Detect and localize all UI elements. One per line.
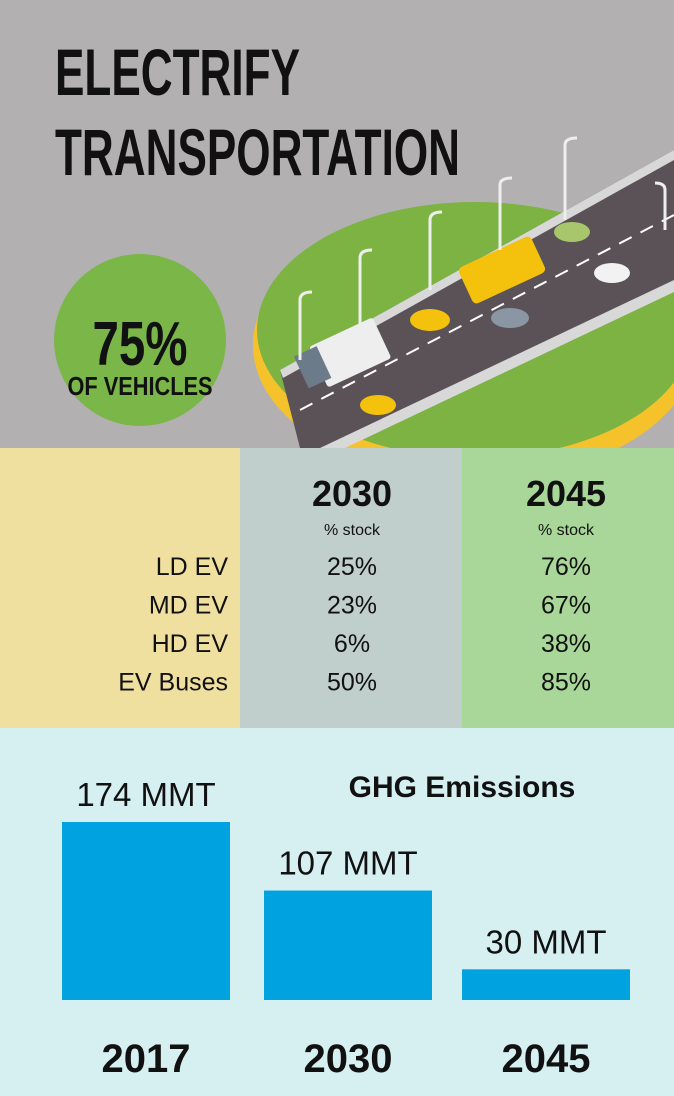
column-year: 2030 (312, 473, 392, 514)
category-label: 2030 (304, 1037, 393, 1081)
cell: 38% (541, 630, 591, 658)
chart-title: GHG Emissions (349, 771, 576, 804)
cell: 23% (327, 592, 377, 620)
cell: 85% (541, 669, 591, 697)
stat-label: OF VEHICLES (68, 371, 213, 401)
infographic: ELECTRIFY TRANSPORTATION 75% OF VEHICLES… (0, 0, 674, 1096)
title-line: ELECTRIFY (55, 35, 300, 109)
cell: 76% (541, 553, 591, 581)
cell: 67% (541, 592, 591, 620)
bar (62, 822, 230, 1000)
row-label: HD EV (152, 630, 229, 658)
category-label: 2045 (502, 1037, 591, 1081)
row-label: EV Buses (118, 669, 228, 697)
title-line: TRANSPORTATION (55, 115, 460, 189)
value-label: 30 MMT (485, 923, 606, 960)
bar (462, 969, 630, 1000)
category-label: 2017 (102, 1037, 191, 1081)
column-unit: % stock (538, 522, 595, 539)
bar (264, 891, 432, 1000)
stat-value: 75% (93, 310, 188, 379)
cell: 25% (327, 553, 377, 581)
value-label: 107 MMT (278, 845, 417, 882)
value-label: 174 MMT (76, 776, 215, 813)
row-label: MD EV (149, 592, 229, 620)
column-unit: % stock (324, 522, 381, 539)
column-year: 2045 (526, 473, 606, 514)
cell: 50% (327, 669, 377, 697)
cell: 6% (334, 630, 370, 658)
row-label: LD EV (156, 553, 229, 581)
